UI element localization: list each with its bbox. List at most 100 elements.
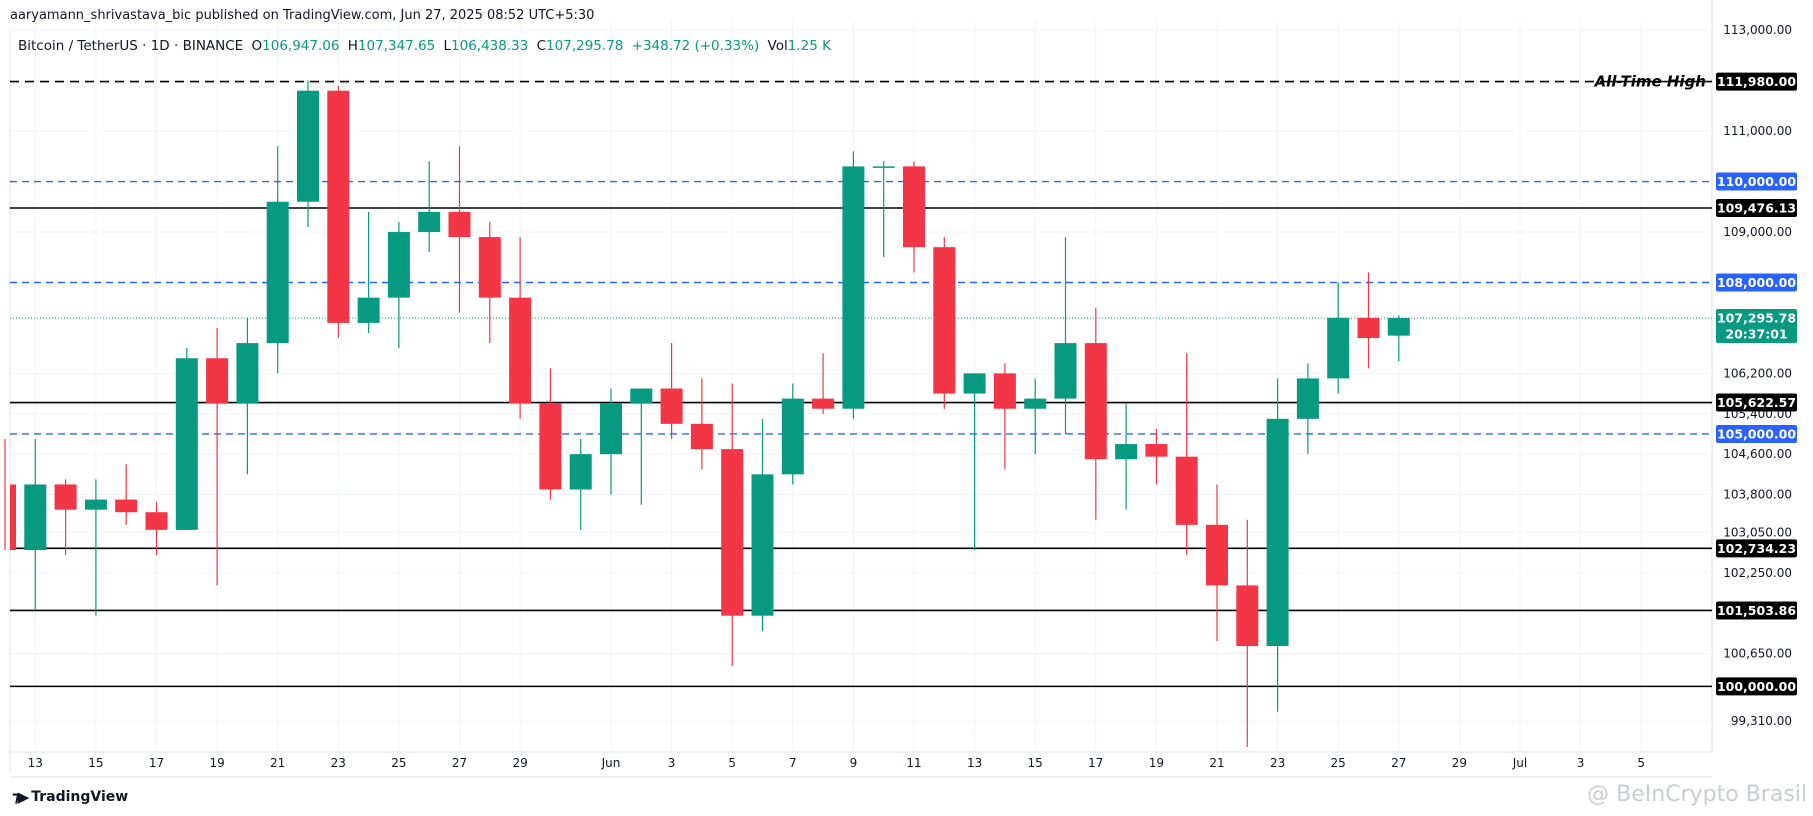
candle-body [1266,418,1289,646]
price-tag: 110,000.00 [1716,172,1797,191]
price-tag-bg [1716,677,1797,696]
price-tag-text: 108,000.00 [1717,275,1796,290]
candle-body [903,166,925,248]
price-tick-label: 111,000.00 [1723,124,1792,138]
candle [448,146,471,313]
date-tick-label: 3 [668,756,676,770]
price-tag: 101,503.86 [1716,601,1797,620]
candle [1296,363,1319,455]
candle-body [1054,343,1077,399]
price-tick-label: 103,800.00 [1723,488,1792,502]
date-tick-label: 5 [1637,756,1645,770]
time-axis: 13 15 17 19 21 23 25 27 29 Jun 3 5 7 9 11 13 15 17 19 21 23 2… [28,756,1645,770]
candle-body [933,247,956,394]
date-tick-label: 17 [1088,756,1103,770]
price-tag: 109,476.13 [1716,198,1797,217]
price-tag-bg [1716,72,1797,91]
price-tick-label: 100,650.00 [1723,647,1792,661]
candle [1084,307,1107,520]
candle [812,353,835,414]
candle-body [509,297,532,404]
candle [1145,428,1168,485]
candle [1175,353,1198,556]
candle [54,479,77,556]
candle-body [1236,585,1259,646]
tradingview-logo-text: TradingView [31,789,129,805]
candle [781,383,804,485]
low-label: L [443,38,452,54]
candle [600,388,622,495]
date-tick-label: 25 [1331,756,1346,770]
price-tick-label: 104,600.00 [1723,447,1792,461]
date-tick-label: 7 [789,756,797,770]
price-tag-text: 110,000.00 [1717,174,1796,189]
candle-body [145,512,168,530]
ohlc-legend: Bitcoin / TetherUS · 1D · BINANCE O106,9… [18,38,831,54]
candle-body [1327,317,1350,379]
candle-body [327,90,350,323]
tradingview-logo-icon: ⁊▶ [12,788,29,806]
candle [933,237,956,409]
price-tag-text: 101,503.86 [1717,603,1796,618]
date-tick-label: 17 [149,756,164,770]
candle [145,502,168,556]
high-label: H [347,38,358,54]
candles [4,80,1410,747]
price-tag-bg [1716,273,1797,292]
date-tick-label: 21 [270,756,285,770]
candle [175,348,198,530]
date-tick-label: 25 [391,756,406,770]
volume-value: 1.25 K [787,38,831,54]
price-tag-text: 111,980.00 [1717,74,1796,89]
candle [630,388,653,505]
symbol-label[interactable]: Bitcoin / TetherUS · 1D · BINANCE [18,38,244,54]
last-price-tag-bg [1716,309,1797,344]
candle [327,85,350,339]
candle-body [236,343,259,404]
date-tick-label: 13 [967,756,982,770]
candle-body [84,499,107,510]
candle-body [812,398,835,409]
publisher-line: aaryamann_shrivastava_bic published on T… [10,8,595,23]
price-tag-bg [1716,601,1797,620]
open-label: O [251,38,263,54]
price-tag: 111,980.00 [1716,72,1797,91]
candle [993,363,1016,470]
price-tag-text: 100,000.00 [1717,679,1796,694]
candle [236,317,259,475]
price-tags: 111,980.00 110,000.00 109,476.13 108,000.00… [1716,72,1797,696]
candle [1115,403,1138,510]
candle [1387,315,1410,362]
candle [387,221,410,349]
price-tag: 108,000.00 [1716,273,1797,292]
candle-body [1084,343,1107,460]
candle-body [1357,317,1380,339]
date-tick-label: 19 [209,756,224,770]
price-tag-bg [1716,393,1797,412]
candle-body [690,423,713,450]
price-tag-bg [1716,424,1797,443]
date-tick-label: Jul [1512,756,1527,770]
candle [266,146,289,374]
candle [569,439,592,530]
candle [4,439,16,551]
candle-body [1115,444,1138,460]
candle [84,479,107,616]
candle-body [418,211,441,233]
price-tick-label: 99,310.00 [1731,714,1792,728]
candle-body [387,232,410,298]
price-tick-label: 113,000.00 [1723,23,1792,37]
date-tick-label: 29 [1452,756,1467,770]
candle [872,161,895,258]
candle [24,439,47,611]
candle [721,383,744,667]
date-tick-label: 19 [1149,756,1164,770]
candle-body [842,166,865,409]
price-tick-label: 106,200.00 [1723,366,1792,380]
tradingview-logo[interactable]: ⁊▶ TradingView [12,788,128,806]
candle [357,211,380,333]
candle [478,221,501,344]
price-tag-text: 105,000.00 [1717,426,1796,441]
candle-body [297,90,319,202]
